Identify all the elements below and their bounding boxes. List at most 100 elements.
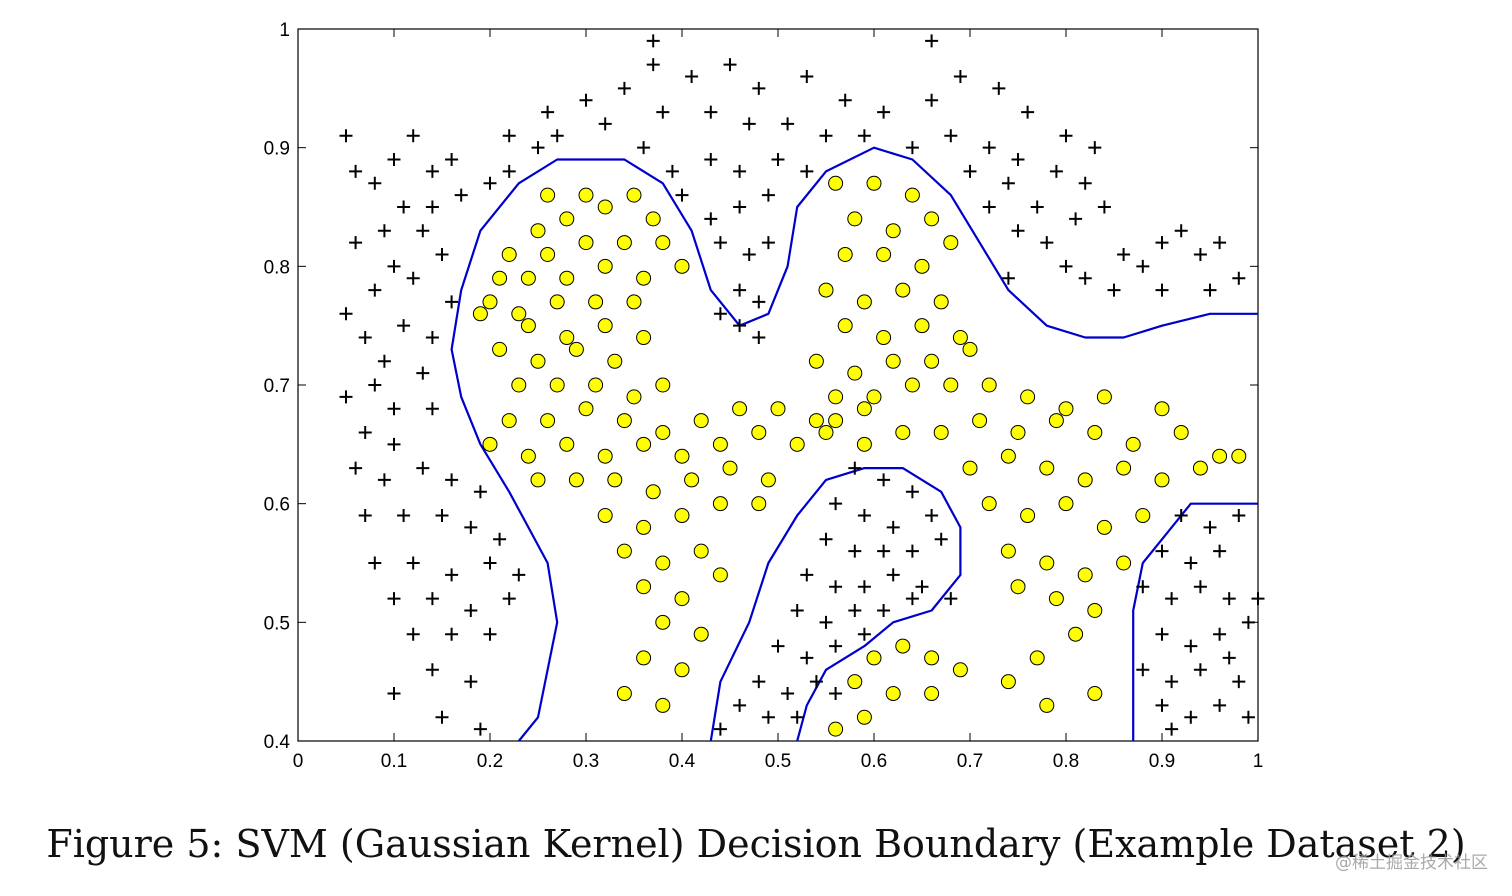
plus-marker: [982, 141, 996, 155]
plus-marker: [925, 93, 939, 107]
plus-marker: [598, 117, 612, 131]
circle-marker: [674, 258, 690, 274]
circle-marker: [530, 223, 546, 239]
circle-marker: [895, 282, 911, 298]
circle-marker: [578, 187, 594, 203]
circle-marker: [914, 318, 930, 334]
circle-marker: [876, 330, 892, 346]
circle-marker: [540, 413, 556, 429]
plus-marker: [579, 93, 593, 107]
plus-marker: [1184, 556, 1198, 570]
plus-marker: [1155, 627, 1169, 641]
circle-marker: [1058, 496, 1074, 512]
plus-marker: [464, 603, 478, 617]
circle-marker: [1039, 460, 1055, 476]
plus-marker: [733, 319, 747, 333]
plus-marker: [406, 627, 420, 641]
plus-marker: [819, 615, 833, 629]
circle-marker: [1077, 472, 1093, 488]
plus-marker: [944, 592, 958, 606]
circle-marker: [501, 413, 517, 429]
plus-marker: [416, 224, 430, 238]
plus-marker: [541, 105, 555, 119]
circle-marker: [645, 211, 661, 227]
plus-marker: [829, 497, 843, 511]
x-tick-label: 0.2: [477, 751, 503, 772]
plus-marker: [358, 509, 372, 523]
plus-marker: [1078, 176, 1092, 190]
plus-marker: [1184, 710, 1198, 724]
circle-marker: [847, 674, 863, 690]
circle-marker: [1192, 460, 1208, 476]
plus-marker: [905, 592, 919, 606]
circle-marker: [530, 472, 546, 488]
circle-marker: [789, 436, 805, 452]
plus-marker: [435, 509, 449, 523]
plus-marker: [1232, 271, 1246, 285]
plus-marker: [339, 307, 353, 321]
plus-marker: [368, 556, 382, 570]
plus-marker: [675, 188, 689, 202]
circle-marker: [933, 424, 949, 440]
plus-marker: [1049, 164, 1063, 178]
plus-marker: [368, 176, 382, 190]
plus-marker: [838, 93, 852, 107]
plus-marker: [1088, 141, 1102, 155]
circle-marker: [616, 686, 632, 702]
circle-marker: [655, 697, 671, 713]
plus-marker: [800, 164, 814, 178]
plus-marker: [886, 520, 900, 534]
plus-marker: [733, 283, 747, 297]
plus-marker: [713, 236, 727, 250]
plus-marker: [685, 69, 699, 83]
circle-marker: [693, 413, 709, 429]
plus-marker: [387, 259, 401, 273]
plus-marker: [617, 81, 631, 95]
plus-marker: [387, 402, 401, 416]
circle-marker: [981, 496, 997, 512]
plus-marker: [857, 627, 871, 641]
circle-marker: [751, 424, 767, 440]
plus-marker: [445, 153, 459, 167]
circle-marker: [655, 555, 671, 571]
circle-marker: [559, 330, 575, 346]
circle-marker: [895, 424, 911, 440]
plus-marker: [406, 271, 420, 285]
plus-marker: [445, 295, 459, 309]
plus-marker: [397, 509, 411, 523]
plus-marker: [1001, 176, 1015, 190]
circle-marker: [626, 389, 642, 405]
circle-marker: [962, 341, 978, 357]
circle-marker: [818, 424, 834, 440]
plus-marker: [1203, 520, 1217, 534]
x-tick-label: 0.1: [381, 751, 407, 772]
circle-marker: [972, 413, 988, 429]
circle-marker: [1087, 602, 1103, 618]
circle-marker: [933, 294, 949, 310]
plus-marker: [1165, 592, 1179, 606]
plus-marker: [752, 295, 766, 309]
plus-marker: [377, 354, 391, 368]
plus-marker: [483, 176, 497, 190]
circle-marker: [828, 721, 844, 737]
circle-marker: [540, 246, 556, 262]
circle-marker: [962, 460, 978, 476]
circle-marker: [1231, 448, 1247, 464]
circle-marker: [876, 246, 892, 262]
y-tick-label: 0.8: [264, 257, 290, 278]
circle-marker: [636, 650, 652, 666]
plus-marker: [1021, 105, 1035, 119]
circle-marker: [597, 508, 613, 524]
plus-marker: [829, 639, 843, 653]
plus-marker: [1155, 698, 1169, 712]
circle-marker: [1077, 567, 1093, 583]
plus-marker: [771, 153, 785, 167]
y-tick-label: 0.4: [264, 732, 291, 753]
plus-marker: [704, 105, 718, 119]
plus-marker: [1059, 129, 1073, 143]
plus-marker: [387, 437, 401, 451]
x-tick-label: 1: [1253, 751, 1264, 772]
circle-marker: [636, 330, 652, 346]
plus-marker: [1203, 283, 1217, 297]
y-tick-label: 0.5: [264, 613, 290, 634]
